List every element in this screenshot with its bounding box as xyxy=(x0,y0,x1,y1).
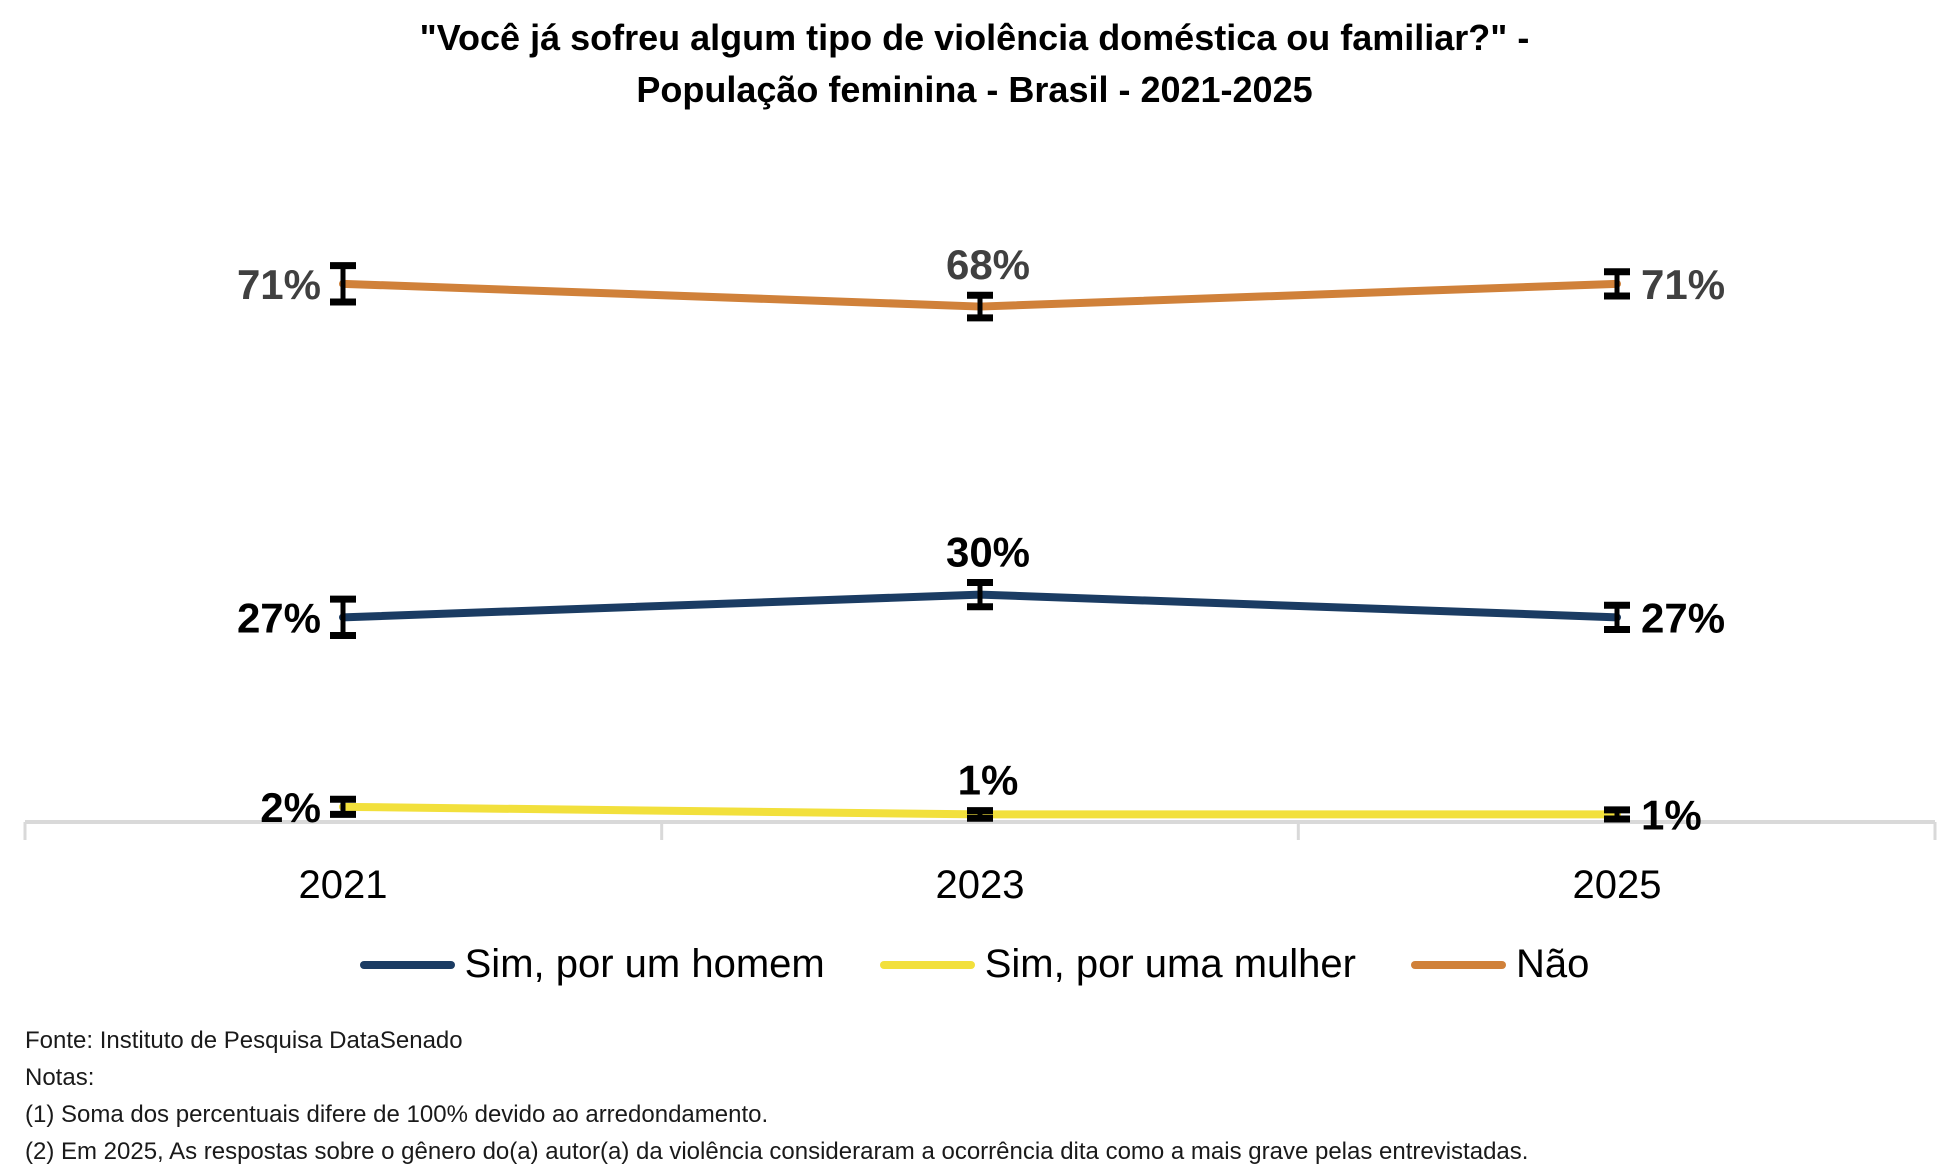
legend-label: Sim, por uma mulher xyxy=(984,942,1356,986)
error-bar xyxy=(1604,601,1630,633)
chart-title-line2: População feminina - Brasil - 2021-2025 xyxy=(636,69,1313,110)
value-label: 71% xyxy=(237,261,321,308)
chart-title-line1: "Você já sofreu algum tipo de violência … xyxy=(419,17,1530,58)
error-bar xyxy=(967,291,993,322)
legend-line-swatch-homem-icon xyxy=(359,960,455,969)
value-label: 1% xyxy=(1641,791,1702,838)
value-label: 27% xyxy=(1641,594,1725,641)
legend: Sim, por um homem Sim, por uma mulher Nã… xyxy=(0,942,1949,987)
legend-label: Não xyxy=(1515,942,1590,986)
value-label: 30% xyxy=(946,528,1030,575)
notes-label: Notas: xyxy=(25,1064,95,1091)
legend-item-nao: Não xyxy=(1410,942,1590,987)
value-label: 27% xyxy=(237,594,321,641)
error-bar xyxy=(1604,806,1630,823)
footer-notes: Fonte: Instituto de Pesquisa DataSenado … xyxy=(25,1022,1924,1170)
legend-label: Sim, por um homem xyxy=(464,942,825,986)
note-1: (1) Soma dos percentuais difere de 100% … xyxy=(25,1101,769,1128)
chart-title: "Você já sofreu algum tipo de violência … xyxy=(0,12,1949,116)
error-bar xyxy=(967,807,993,822)
error-bar xyxy=(1604,268,1630,300)
x-axis-label: 2021 xyxy=(299,863,388,907)
value-label: 1% xyxy=(958,757,1019,804)
legend-line-swatch-nao-icon xyxy=(1410,960,1506,969)
error-bar xyxy=(330,795,356,818)
error-bar xyxy=(330,262,356,306)
value-label: 68% xyxy=(946,241,1030,288)
error-bar xyxy=(330,595,356,640)
legend-item-sim-mulher: Sim, por uma mulher xyxy=(879,942,1356,987)
error-bar xyxy=(967,578,993,611)
legend-line-swatch-mulher-icon xyxy=(879,960,975,969)
x-axis-label: 2025 xyxy=(1573,863,1662,907)
source-line: Fonte: Instituto de Pesquisa DataSenado xyxy=(25,1027,463,1054)
value-label: 2% xyxy=(260,784,321,831)
legend-item-sim-homem: Sim, por um homem xyxy=(359,942,825,987)
line-chart: 2021 2023 2025 27% 30% 27% 2% 1% 1% 71% 68% 71% xyxy=(23,241,1937,907)
value-label: 71% xyxy=(1641,261,1725,308)
note-2: (2) Em 2025, As respostas sobre o gênero… xyxy=(25,1138,1529,1165)
x-axis-label: 2023 xyxy=(936,863,1025,907)
